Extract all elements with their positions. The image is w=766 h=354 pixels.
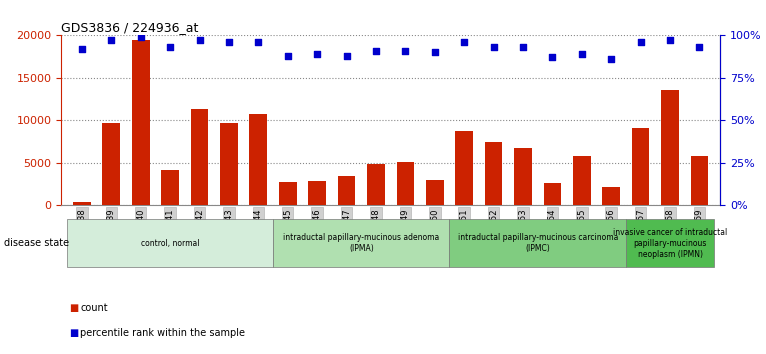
Text: ■: ■ [69,303,78,313]
Point [223,39,235,45]
Bar [309,181,326,205]
Point [517,45,529,50]
Bar [544,183,561,205]
Bar [485,142,502,205]
Bar [162,170,179,205]
Bar [279,182,296,205]
Text: invasive cancer of intraductal
papillary-mucinous
neoplasm (IPMN): invasive cancer of intraductal papillary… [613,228,727,259]
Point [693,45,705,50]
Bar [367,164,385,205]
Point [429,50,441,55]
Bar [602,187,620,205]
Text: disease state: disease state [4,238,69,249]
Bar [103,123,120,205]
Text: ■: ■ [69,328,78,338]
Point [399,48,411,53]
Point [76,46,88,52]
Text: GDS3836 / 224936_at: GDS3836 / 224936_at [61,21,198,34]
Point [105,38,117,43]
Bar [338,176,355,205]
Bar [573,156,591,205]
Text: percentile rank within the sample: percentile rank within the sample [80,328,245,338]
Point [135,34,147,40]
Bar [426,180,444,205]
Point [164,45,176,50]
Bar [661,90,679,205]
Bar [691,156,709,205]
Point [576,51,588,57]
Text: count: count [80,303,108,313]
Point [458,39,470,45]
Point [370,48,382,53]
Point [664,38,676,43]
Bar [73,202,90,205]
Point [487,45,499,50]
Bar [514,148,532,205]
Point [605,56,617,62]
Point [311,51,323,57]
Point [546,55,558,60]
Bar [632,128,650,205]
Text: control, normal: control, normal [141,239,199,248]
Bar [191,109,208,205]
Point [634,39,647,45]
Point [340,53,352,59]
Bar [397,162,414,205]
Point [193,38,205,43]
Bar [220,123,237,205]
Text: intraductal papillary-mucinous adenoma
(IPMA): intraductal papillary-mucinous adenoma (… [283,233,440,253]
Point [282,53,294,59]
Bar [132,40,149,205]
Point [252,39,264,45]
Bar [250,114,267,205]
Text: intraductal papillary-mucinous carcinoma
(IPMC): intraductal papillary-mucinous carcinoma… [457,233,618,253]
Bar [455,131,473,205]
